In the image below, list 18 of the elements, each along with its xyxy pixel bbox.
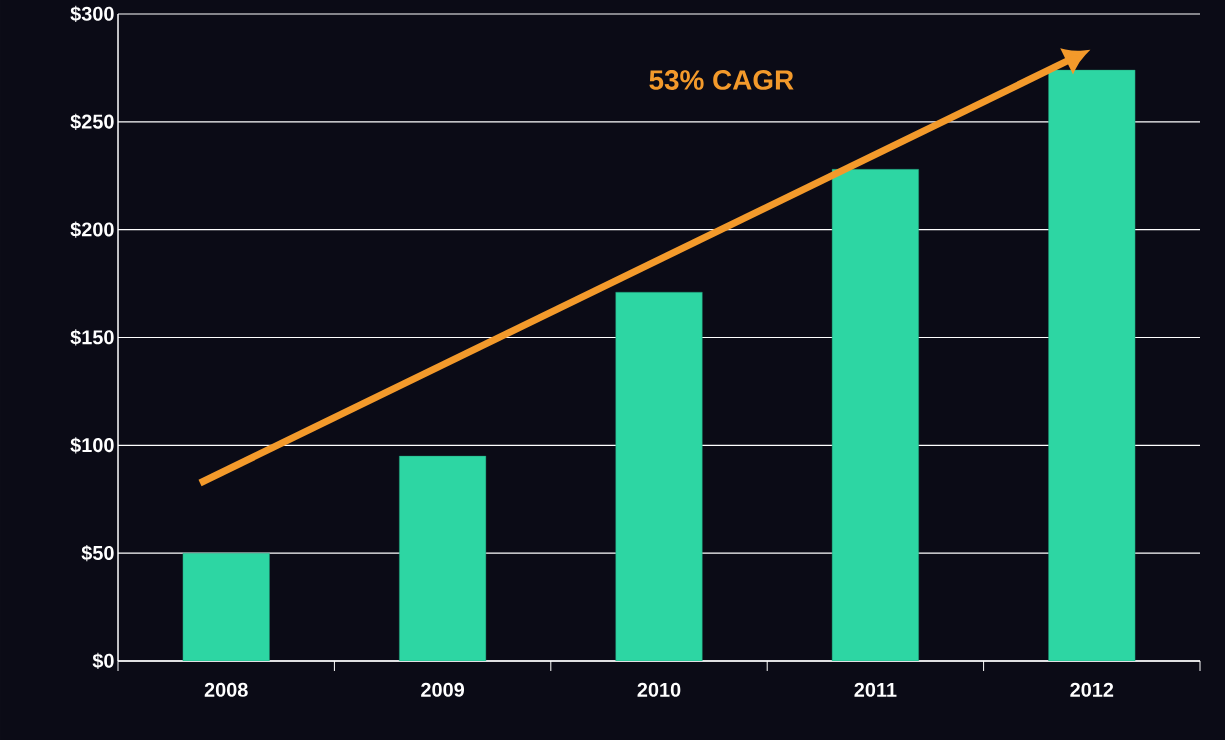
bar [615, 291, 703, 661]
x-tick-label: 2012 [1070, 682, 1114, 697]
x-tick-label: 2010 [637, 682, 681, 697]
bar [182, 552, 270, 661]
y-tick-label: $0 [92, 652, 114, 670]
y-tick-label: $100 [70, 437, 114, 454]
annotation: 53% CAGR [649, 70, 794, 90]
y-tick-label: $250 [70, 113, 114, 130]
x-tick-label: 2011 [854, 682, 897, 697]
x-tick-label: 2009 [421, 682, 465, 697]
y-tick-label: $300 [70, 5, 114, 23]
bar [399, 455, 487, 661]
y-tick-label: $50 [81, 545, 114, 562]
bar [831, 169, 919, 661]
y-tick-label: $150 [70, 329, 114, 346]
bar [1048, 69, 1136, 661]
y-tick-label: $200 [70, 221, 114, 238]
x-tick-label: 2008 [204, 682, 248, 697]
